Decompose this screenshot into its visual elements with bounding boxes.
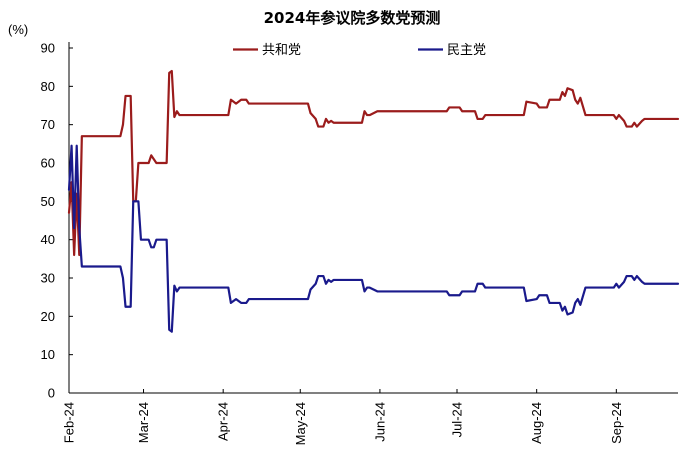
x-tick-label: Apr-24 (216, 402, 231, 441)
x-tick-label: Jun-24 (372, 402, 387, 442)
chart-title: 2024年参议院多数党预测 (264, 9, 441, 27)
y-tick-label: 90 (41, 41, 55, 56)
y-tick-label: 30 (41, 271, 55, 286)
y-tick-label: 20 (41, 309, 55, 324)
x-tick-label: Feb-24 (62, 402, 77, 443)
series-line-republican (67, 69, 680, 257)
y-tick-label: 50 (41, 194, 55, 209)
y-tick-label: 60 (41, 156, 55, 171)
x-tick-label: Aug-24 (529, 402, 544, 444)
axes: 0 10 20 30 40 50 60 70 80 90 Feb-24 Mar-24 Apr-24 May… (41, 41, 678, 445)
y-tick-label: 80 (41, 79, 55, 94)
series-group (67, 69, 680, 333)
x-tick-label: Jul-24 (450, 402, 465, 437)
y-axis-unit-label: (%) (8, 22, 28, 37)
x-tick-label: May-24 (293, 402, 308, 445)
y-tick-label: 0 (48, 386, 55, 401)
x-tick-label: Mar-24 (136, 402, 151, 443)
x-tick-label: Sep-24 (609, 402, 624, 444)
y-tick-label: 40 (41, 232, 55, 247)
legend-label-democrat: 民主党 (447, 43, 486, 58)
y-tick-label: 70 (41, 117, 55, 132)
legend-label-republican: 共和党 (262, 43, 301, 58)
y-tick-label: 10 (41, 347, 55, 362)
legend: 共和党 民主党 (233, 43, 486, 58)
series-line-democrat (67, 144, 680, 333)
